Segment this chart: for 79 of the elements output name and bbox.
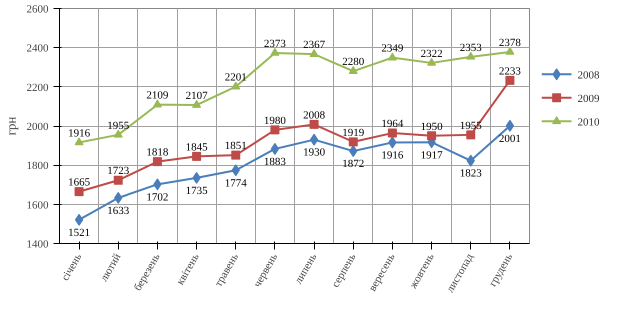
data-label: 2322 — [420, 48, 443, 60]
data-label: 1823 — [460, 168, 482, 180]
point — [388, 52, 397, 60]
data-label: 1916 — [68, 127, 91, 140]
point — [310, 120, 319, 129]
data-label: 2107 — [186, 90, 208, 102]
data-label: 1845 — [186, 141, 208, 154]
y-tick-label: 2000 — [26, 121, 49, 133]
point — [505, 46, 514, 55]
data-label: 2280 — [342, 56, 365, 68]
point — [506, 120, 514, 132]
data-label: 2373 — [264, 38, 286, 50]
data-label: 1980 — [264, 114, 286, 127]
point — [270, 48, 280, 56]
data-label: 2109 — [146, 90, 169, 102]
y-tick-label: 2400 — [26, 42, 49, 55]
point — [231, 82, 240, 90]
data-label: 2008 — [303, 109, 326, 122]
point — [427, 58, 436, 66]
data-label: 2378 — [498, 36, 522, 49]
data-label: 1665 — [68, 176, 91, 189]
point — [270, 142, 280, 155]
data-label: 1521 — [68, 226, 90, 239]
point — [192, 100, 202, 108]
point — [74, 137, 84, 146]
point — [270, 125, 280, 134]
point — [152, 157, 162, 166]
point — [114, 130, 123, 138]
y-tick-label: 1400 — [26, 238, 49, 250]
point — [152, 100, 162, 108]
data-label: 1916 — [381, 149, 404, 162]
point — [74, 214, 84, 226]
point — [505, 76, 514, 85]
data-label: 1774 — [224, 177, 248, 190]
y-tick-label: 2200 — [26, 82, 49, 94]
y-axis-title: грн — [4, 116, 18, 136]
point — [153, 178, 162, 190]
data-label: 1633 — [107, 204, 130, 217]
point — [466, 130, 476, 140]
y-tick-label: 1800 — [26, 160, 49, 172]
data-label: 2233 — [498, 65, 522, 78]
data-label: 1950 — [420, 120, 444, 133]
data-label: 2001 — [498, 132, 521, 145]
data-label: 1735 — [186, 184, 208, 197]
data-label: 1930 — [303, 146, 326, 159]
data-label: 1919 — [342, 126, 365, 139]
data-label: 1883 — [264, 156, 286, 168]
data-label: 1872 — [342, 158, 364, 170]
data-label: 1955 — [107, 120, 130, 132]
point — [310, 134, 318, 146]
point — [114, 176, 123, 185]
point — [231, 150, 240, 160]
legend-label: 2008 — [577, 69, 600, 82]
data-label: 2367 — [303, 39, 326, 52]
point — [348, 137, 358, 146]
point — [192, 172, 201, 184]
point — [192, 152, 202, 161]
point — [348, 66, 358, 74]
data-label: 1723 — [107, 165, 130, 178]
point — [310, 49, 319, 57]
data-label: 2353 — [460, 42, 482, 54]
data-label: 1818 — [146, 146, 169, 159]
point — [427, 131, 436, 140]
data-label: 1702 — [146, 191, 168, 204]
x-tick-label: лютий — [98, 251, 124, 284]
point — [388, 128, 397, 138]
legend-label: 2009 — [577, 92, 600, 105]
point — [466, 52, 476, 60]
data-label: 2201 — [224, 72, 247, 84]
legend-label: 2010 — [577, 116, 600, 128]
data-label: 1917 — [420, 149, 444, 162]
data-label: 1851 — [224, 140, 247, 152]
x-tick-label: січень — [59, 252, 84, 283]
point — [388, 136, 397, 148]
data-label: 1964 — [381, 118, 404, 130]
y-tick-label: 2600 — [26, 4, 49, 16]
data-label: 2349 — [381, 42, 404, 55]
point — [74, 187, 84, 196]
y-tick-label: 1600 — [26, 199, 49, 212]
